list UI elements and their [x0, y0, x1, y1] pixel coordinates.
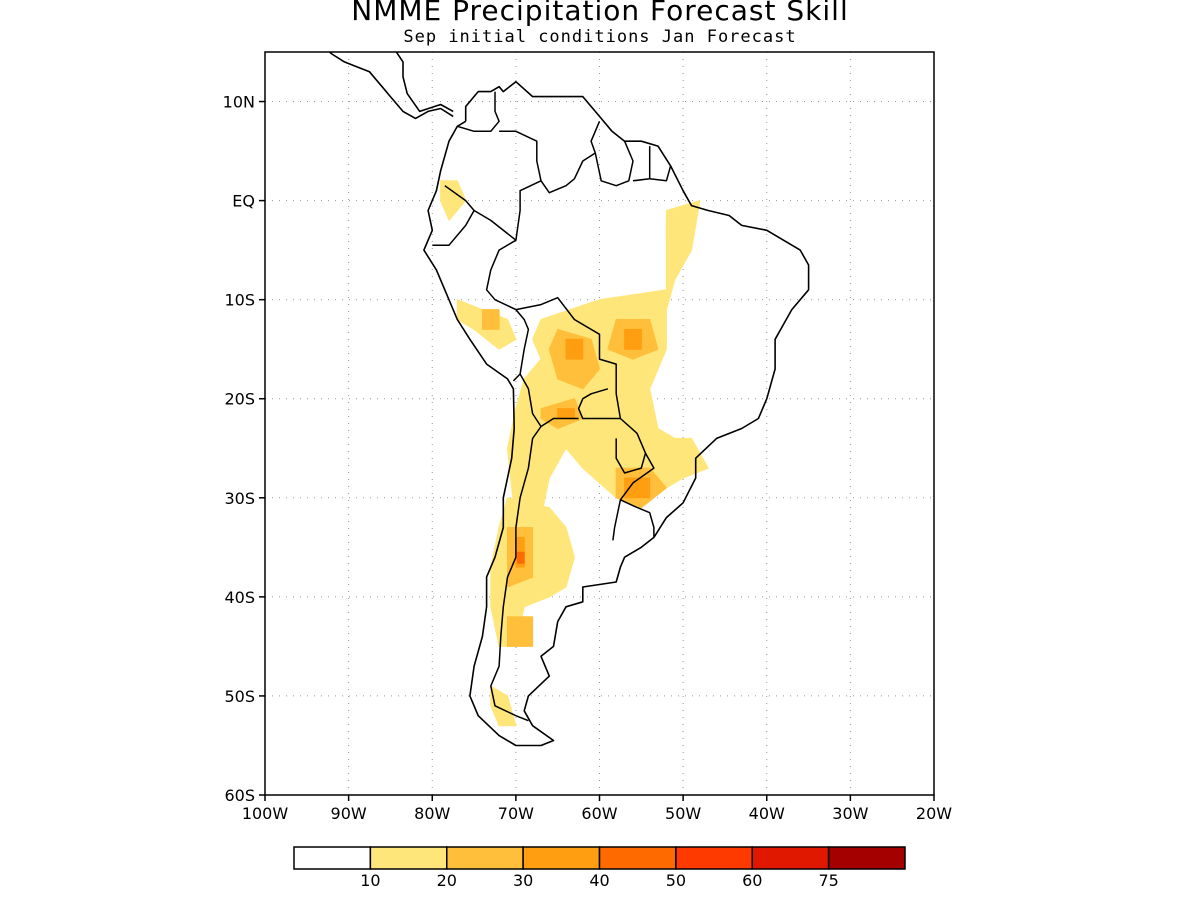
colorbar-swatch [369, 846, 448, 870]
country-border [432, 185, 475, 246]
map-subtitle: Sep initial conditions Jan Forecast [403, 27, 797, 47]
lat-tick-label: 20S [224, 390, 255, 409]
country-border [620, 499, 655, 538]
colorbar: 10 20 30 40 50 60 75 [293, 846, 906, 890]
lon-tick-label: 90W [331, 804, 367, 823]
lat-tick-label: 40S [224, 588, 255, 607]
colorbar-label: 40 [589, 871, 609, 890]
lat-tick-label: 10N [223, 93, 255, 112]
lon-tick-label: 40W [749, 804, 785, 823]
lat-tick-label: EQ [232, 192, 255, 211]
country-border [615, 417, 647, 474]
colorbar-swatch [598, 846, 677, 870]
country-border [594, 140, 634, 187]
skill-region [624, 477, 651, 499]
skill-shading [440, 180, 709, 727]
coastline-south-america [423, 80, 810, 747]
lon-tick-label: 50W [665, 804, 701, 823]
lat-tick-label: 10S [224, 291, 255, 310]
country-border [490, 426, 542, 722]
coastline-central-america-pacific [328, 52, 454, 120]
colorbar-swatch [293, 846, 372, 870]
country-border [485, 180, 542, 311]
skill-region [565, 338, 584, 360]
skill-region [557, 408, 575, 419]
map-title: NMME Precipitation Forecast Skill [351, 0, 849, 27]
colorbar-label: 10 [360, 871, 380, 890]
colorbar-swatch [522, 846, 601, 870]
lat-tick-label: 50S [224, 687, 255, 706]
coastline-central-america-caribbean [395, 52, 454, 113]
skill-region [507, 616, 534, 647]
country-border [473, 209, 517, 241]
skill-region [481, 309, 500, 330]
lon-tick-label: 30W [832, 804, 868, 823]
skill-region [490, 685, 517, 727]
skill-region [624, 328, 642, 350]
lat-tick-label: 60S [224, 786, 255, 805]
skill-region [665, 219, 692, 241]
lon-tick-label: 70W [498, 804, 534, 823]
colorbar-label: 20 [437, 871, 457, 890]
lat-tick-label: 30S [224, 489, 255, 508]
country-border [649, 165, 672, 182]
colorbar-label: 75 [818, 871, 838, 890]
coastlines [328, 52, 810, 747]
skill-region [517, 551, 525, 564]
skill-region [440, 180, 467, 221]
colorbar-swatch [751, 846, 830, 870]
colorbar-label: 60 [742, 871, 762, 890]
lon-tick-label: 80W [414, 804, 450, 823]
plot-frame [264, 51, 935, 796]
colorbar-swatch [827, 846, 906, 870]
lon-tick-label: 100W [242, 804, 289, 823]
colorbar-label: 30 [513, 871, 533, 890]
country-border [512, 309, 530, 382]
colorbar-swatch [675, 846, 753, 870]
country-border [457, 91, 500, 133]
country-border [612, 452, 655, 541]
lon-tick-label: 60W [581, 804, 617, 823]
country-border [515, 296, 622, 420]
lon-tick-label: 20W [916, 804, 952, 823]
colorbar-label: 50 [666, 871, 686, 890]
colorbar-swatch [446, 846, 524, 870]
